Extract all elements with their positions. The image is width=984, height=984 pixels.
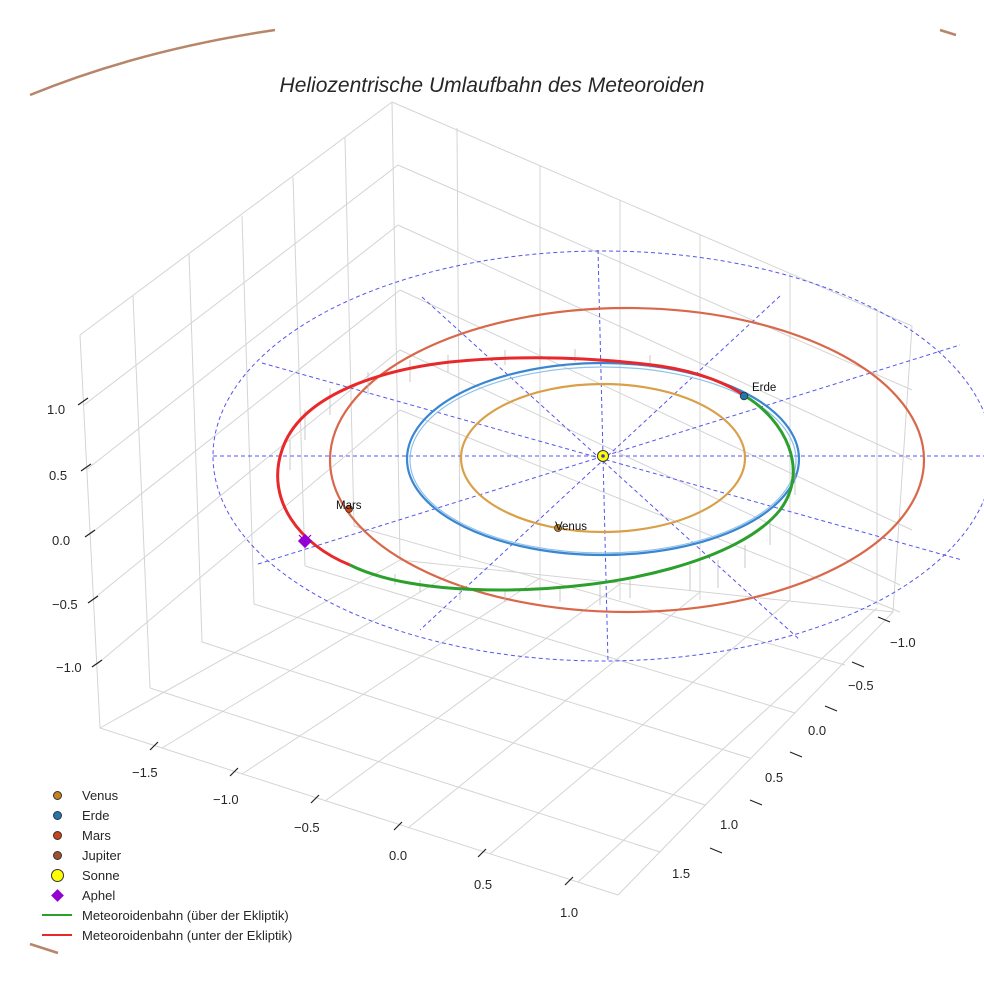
- x-tick-4: 0.0: [389, 848, 408, 863]
- z-tick-1: 1.0: [47, 402, 66, 417]
- axes-grid: [79, 101, 913, 896]
- green-line-icon: [42, 913, 72, 917]
- legend-label: Jupiter: [82, 847, 122, 863]
- y-tick-4: 0.5: [765, 770, 784, 785]
- jupiter-dot-icon: [52, 850, 62, 860]
- legend-label: Mars: [82, 827, 111, 843]
- legend-item-below: Meteoroidenbahn (unter der Ekliptik): [38, 925, 292, 945]
- legend-item-erde: Erde: [38, 805, 292, 825]
- venus-marker: [554, 524, 562, 532]
- earth-orbit: [405, 361, 801, 557]
- z-tick-2: 0.5: [49, 468, 68, 483]
- x-tick-3: −0.5: [294, 820, 320, 835]
- legend-item-sonne: Sonne: [38, 865, 292, 885]
- label-erde: Erde: [752, 382, 777, 394]
- y-tick-2: −0.5: [848, 678, 874, 693]
- legend-label: Sonne: [82, 867, 120, 883]
- z-tick-3: 0.0: [52, 533, 71, 548]
- legend-item-mars: Mars: [38, 825, 292, 845]
- x-tick-5: 0.5: [474, 877, 493, 892]
- z-tick-4: −0.5: [52, 597, 78, 612]
- aphel-marker: [297, 533, 313, 549]
- aphel-diamond-icon: [50, 888, 64, 902]
- legend-label: Aphel: [82, 887, 116, 903]
- legend-label: Meteoroidenbahn (unter der Ekliptik): [82, 927, 293, 943]
- venus-dot-icon: [52, 790, 62, 800]
- x-tick-1: −1.5: [132, 765, 158, 780]
- legend-label: Meteoroidenbahn (über der Ekliptik): [82, 907, 289, 923]
- meteoroid-orbit-below: [276, 356, 746, 567]
- legend-label: Erde: [82, 807, 110, 823]
- meteoroid-orbit-above: [349, 394, 795, 592]
- legend-item-above: Meteoroidenbahn (über der Ekliptik): [38, 905, 292, 925]
- ecliptic-reference-grid: [212, 249, 984, 663]
- y-tick-6: 1.5: [672, 866, 691, 881]
- erde-dot-icon: [52, 810, 62, 820]
- red-line-icon: [42, 933, 72, 937]
- sun-dot-icon: [50, 868, 64, 882]
- legend-item-aphel: Aphel: [38, 885, 292, 905]
- legend-item-venus: Venus: [38, 785, 292, 805]
- jupiter-orbit: [29, 28, 957, 955]
- mars-dot-icon: [52, 830, 62, 840]
- tick-marks: [77, 397, 891, 886]
- x-tick-6: 1.0: [560, 905, 579, 920]
- y-tick-3: 0.0: [808, 723, 827, 738]
- earth-orbit-inner: [409, 366, 797, 554]
- x-tick-2: −1.0: [213, 792, 239, 807]
- chart-title: Heliozentrische Umlaufbahn des Meteoroid…: [279, 74, 705, 97]
- label-mars: Mars: [336, 500, 362, 512]
- venus-orbit: [459, 382, 747, 534]
- earth-marker: [739, 391, 749, 401]
- z-tick-5: −1.0: [56, 660, 82, 675]
- label-venus: Venus: [555, 521, 587, 533]
- mars-marker: [345, 505, 353, 513]
- legend-item-jupiter: Jupiter: [38, 845, 292, 865]
- legend-label: Venus: [82, 787, 119, 803]
- legend: Venus Erde Mars Jupiter Sonne Aphel Mete…: [38, 785, 292, 945]
- y-tick-5: 1.0: [720, 817, 739, 832]
- y-tick-1: −1.0: [890, 635, 916, 650]
- mars-orbit: [328, 306, 926, 614]
